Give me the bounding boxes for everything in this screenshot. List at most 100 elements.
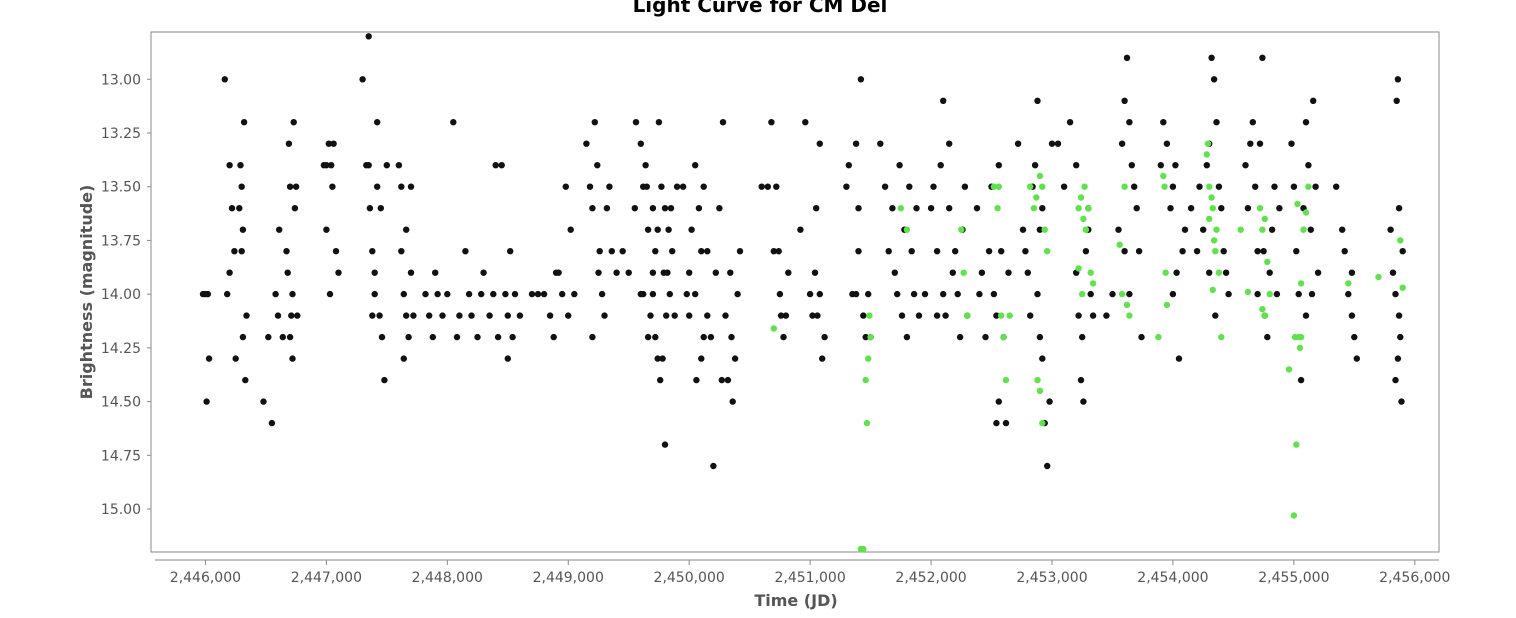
data-point-green bbox=[1244, 288, 1252, 296]
data-point-black bbox=[1181, 226, 1189, 233]
data-point-black bbox=[323, 162, 330, 169]
data-point-black bbox=[1160, 119, 1167, 126]
x-tick-label: 2,454,000 bbox=[1137, 570, 1208, 586]
data-point-green bbox=[1075, 265, 1082, 272]
data-point-black bbox=[224, 290, 231, 298]
data-point-black bbox=[1295, 290, 1302, 298]
data-point-black bbox=[1109, 290, 1116, 298]
data-point-black bbox=[1203, 162, 1211, 169]
data-point-black bbox=[942, 312, 949, 319]
data-point-black bbox=[990, 290, 998, 298]
data-point-green bbox=[998, 312, 1005, 319]
data-point-green bbox=[1079, 290, 1086, 298]
data-point-black bbox=[1395, 312, 1403, 319]
data-point-black bbox=[276, 226, 283, 233]
data-point-black bbox=[589, 333, 596, 341]
data-point-black bbox=[1044, 462, 1051, 470]
data-point-black bbox=[232, 355, 239, 362]
data-point-green bbox=[1297, 280, 1305, 287]
data-point-black bbox=[285, 140, 293, 147]
data-point-black bbox=[649, 205, 657, 212]
data-point-green bbox=[897, 205, 904, 212]
data-point-black bbox=[1397, 333, 1404, 341]
data-point-black bbox=[571, 290, 578, 298]
data-point-black bbox=[780, 333, 787, 341]
data-point-black bbox=[243, 312, 250, 319]
data-point-green bbox=[1285, 366, 1293, 373]
chart-title: Light Curve for CM Del bbox=[633, 0, 888, 17]
data-point-black bbox=[852, 290, 860, 298]
data-point-black bbox=[1348, 312, 1356, 319]
data-point-green bbox=[1209, 286, 1217, 294]
data-point-black bbox=[775, 248, 782, 255]
data-point-black bbox=[1024, 269, 1032, 276]
data-point-black bbox=[1169, 290, 1177, 298]
data-point-black bbox=[862, 333, 869, 341]
data-point-green bbox=[1259, 306, 1266, 313]
data-point-black bbox=[1276, 205, 1283, 212]
data-point-green bbox=[1259, 226, 1266, 233]
data-point-black bbox=[1046, 398, 1053, 405]
data-point-black bbox=[603, 205, 611, 212]
data-point-black bbox=[1054, 140, 1062, 147]
x-tick-label: 2,450,000 bbox=[654, 570, 725, 586]
data-point-black bbox=[504, 355, 511, 362]
data-point-black bbox=[776, 290, 784, 298]
data-point-black bbox=[465, 290, 473, 298]
data-point-black bbox=[383, 162, 390, 169]
data-point-green bbox=[1080, 215, 1087, 223]
data-point-black bbox=[1115, 226, 1122, 233]
data-point-black bbox=[1220, 248, 1227, 255]
data-point-black bbox=[332, 248, 340, 255]
data-point-black bbox=[1073, 162, 1080, 169]
data-point-black bbox=[1031, 162, 1039, 169]
data-point-black bbox=[797, 226, 804, 233]
data-point-black bbox=[736, 248, 744, 255]
data-point-black bbox=[686, 312, 693, 319]
data-point-black bbox=[284, 269, 291, 276]
data-point-black bbox=[666, 290, 673, 298]
plot-frame bbox=[150, 31, 1440, 553]
data-point-green bbox=[1039, 183, 1046, 190]
x-tick-label: 2,448,000 bbox=[412, 570, 483, 586]
data-point-green bbox=[1000, 333, 1007, 341]
data-point-black bbox=[658, 183, 665, 190]
x-tick-label: 2,456,000 bbox=[1379, 570, 1450, 586]
data-point-black bbox=[1348, 269, 1356, 276]
data-point-black bbox=[995, 162, 1002, 169]
data-point-black bbox=[1118, 140, 1126, 147]
data-point-black bbox=[896, 162, 903, 169]
data-point-black bbox=[242, 376, 249, 384]
data-point-black bbox=[813, 205, 820, 212]
data-point-black bbox=[1249, 119, 1257, 126]
y-tick-label: 14.00 bbox=[101, 287, 141, 303]
data-point-black bbox=[816, 290, 823, 298]
data-point-black bbox=[802, 119, 809, 126]
data-point-black bbox=[1392, 376, 1399, 384]
x-tick-label: 2,452,000 bbox=[895, 570, 966, 586]
data-point-green bbox=[1210, 237, 1218, 244]
data-point-black bbox=[272, 290, 279, 298]
data-point-green bbox=[1266, 290, 1273, 298]
data-point-black bbox=[860, 312, 867, 319]
data-point-green bbox=[865, 355, 872, 362]
data-point-black bbox=[1247, 140, 1254, 147]
y-tick-label: 14.75 bbox=[101, 448, 141, 464]
y-axis: 13.00 13.25 13.50 13.75 14.00 14.25 14.50 14.75… bbox=[101, 72, 151, 518]
data-point-black bbox=[330, 140, 337, 147]
data-point-green bbox=[1162, 269, 1169, 276]
data-point-black bbox=[398, 183, 405, 190]
data-point-green bbox=[1291, 333, 1299, 341]
data-point-black bbox=[395, 162, 403, 169]
data-point-black bbox=[365, 33, 372, 40]
data-point-green bbox=[1118, 290, 1126, 298]
data-point-black bbox=[450, 119, 457, 126]
data-point-green bbox=[994, 205, 1001, 212]
data-point-black bbox=[716, 205, 723, 212]
data-point-black bbox=[1268, 226, 1276, 233]
data-point-black bbox=[328, 162, 335, 169]
data-point-black bbox=[686, 269, 693, 276]
data-point-black bbox=[785, 269, 792, 276]
data-point-black bbox=[1310, 97, 1317, 105]
data-point-green bbox=[1206, 183, 1213, 190]
